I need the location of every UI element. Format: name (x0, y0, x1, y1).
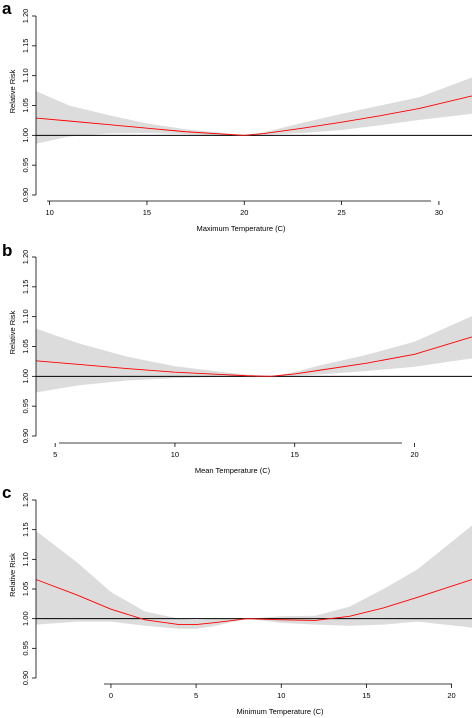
y-axis-title: Relative Risk (8, 310, 17, 354)
y-tick-label: 1.10 (21, 68, 30, 83)
y-tick-label: 1.15 (21, 522, 30, 537)
panel-c: c 0.90 0.95 1.00 1.05 1.10 1.15 1.20 Relative Ri… (2, 483, 472, 716)
x-tick-label: 20 (240, 208, 248, 217)
y-tick-label: 1.20 (21, 250, 30, 265)
panel-letter: b (2, 241, 12, 260)
y-tick-label: 0.95 (21, 641, 30, 656)
x-tick-label: 15 (362, 691, 370, 700)
x-tick-label: 15 (291, 450, 299, 459)
confidence-band (36, 525, 472, 629)
x-axis-title: Maximum Temperature (C) (196, 224, 286, 233)
confidence-band (36, 316, 472, 393)
y-tick-label: 1.10 (21, 552, 30, 567)
panel-letter: a (2, 0, 12, 18)
y-axis-title: Relative Risk (8, 69, 17, 113)
y-tick-label: 0.95 (21, 399, 30, 414)
x-tick-label: 5 (194, 691, 198, 700)
x-axis-title: Minimum Temperature (C) (237, 707, 324, 716)
x-tick-label: 0 (109, 691, 113, 700)
y-axis-title: Relative Risk (8, 553, 17, 597)
relative-risk-line (35, 579, 472, 626)
y-tick-label: 1.20 (21, 493, 30, 508)
y-tick-label: 1.20 (21, 9, 30, 24)
x-tick-label: 30 (435, 208, 443, 217)
x-tick-label: 20 (410, 450, 418, 459)
y-tick-label: 1.15 (21, 280, 30, 295)
panel-a: a 0.90 0.95 1.00 1.05 1.10 1.15 1.20 Relative Ri… (2, 0, 472, 233)
x-axis-title: Mean Temperature (C) (195, 466, 271, 475)
y-tick-label: 1.00 (21, 128, 30, 143)
panel-b: b 0.90 0.95 1.00 1.05 1.10 1.15 1.20 Relative Ri… (2, 241, 472, 475)
y-tick-label: 0.95 (21, 158, 30, 173)
y-tick-label: 1.05 (21, 339, 30, 354)
x-tick-label: 5 (53, 450, 57, 459)
x-tick-label: 10 (45, 208, 53, 217)
x-tick-label: 10 (277, 691, 285, 700)
relative-risk-line (35, 95, 472, 136)
y-tick-label: 1.10 (21, 309, 30, 324)
x-tick-label: 15 (143, 208, 151, 217)
panel-letter: c (2, 483, 11, 502)
y-tick-label: 0.90 (21, 188, 30, 203)
y-tick-label: 0.90 (21, 671, 30, 686)
y-tick-label: 1.05 (21, 98, 30, 113)
y-tick-label: 0.90 (21, 429, 30, 444)
y-tick-label: 1.05 (21, 582, 30, 597)
y-tick-label: 1.00 (21, 611, 30, 626)
x-tick-label: 25 (337, 208, 345, 217)
x-tick-label: 20 (447, 691, 455, 700)
x-tick-label: 10 (171, 450, 179, 459)
confidence-band (36, 77, 472, 144)
relative-risk-line (35, 336, 472, 377)
y-tick-label: 1.00 (21, 369, 30, 384)
y-tick-label: 1.15 (21, 39, 30, 54)
